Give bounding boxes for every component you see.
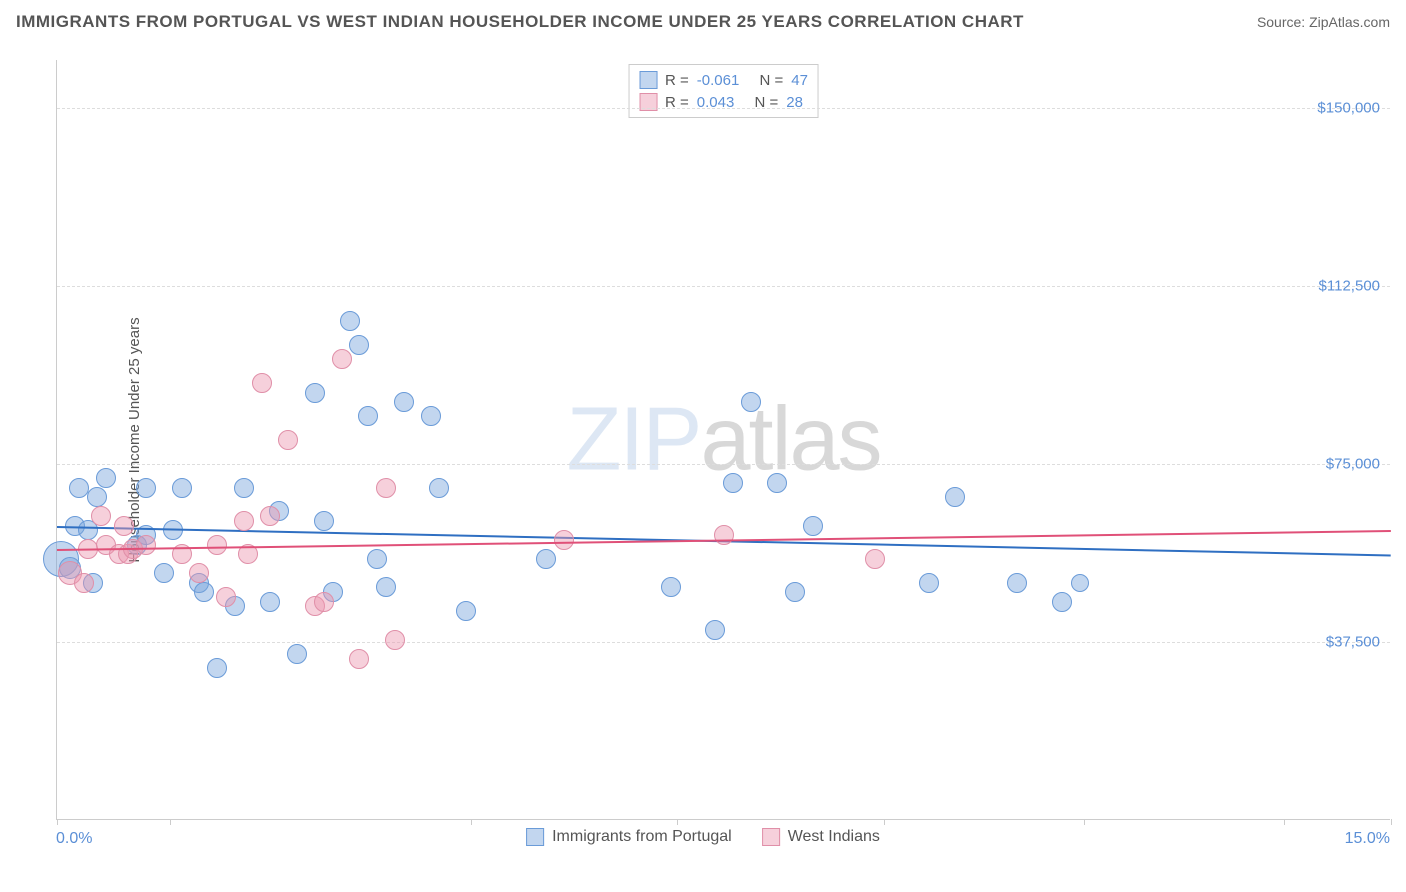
data-point — [349, 649, 369, 669]
data-point — [803, 516, 823, 536]
legend-stats-box: R = -0.061 N = 47 R = 0.043 N = 28 — [628, 64, 819, 118]
x-tick — [57, 819, 58, 825]
x-tick — [677, 819, 678, 825]
data-point — [919, 573, 939, 593]
x-tick — [471, 819, 472, 825]
y-tick-label: $112,500 — [1319, 277, 1380, 294]
x-tick — [1391, 819, 1392, 825]
data-point — [536, 549, 556, 569]
data-point — [207, 535, 227, 555]
data-point — [349, 335, 369, 355]
watermark: ZIPatlas — [566, 388, 880, 491]
data-point — [767, 473, 787, 493]
legend-item: West Indians — [762, 828, 880, 846]
x-tick — [884, 819, 885, 825]
data-point — [194, 582, 214, 602]
data-point — [367, 549, 387, 569]
data-point — [172, 478, 192, 498]
data-point — [1071, 574, 1089, 592]
data-point — [376, 577, 396, 597]
data-point — [394, 392, 414, 412]
legend-item: Immigrants from Portugal — [526, 828, 732, 846]
legend-stats-row: R = -0.061 N = 47 — [639, 69, 808, 91]
data-point — [305, 383, 325, 403]
data-point — [741, 392, 761, 412]
data-point — [234, 478, 254, 498]
data-point — [714, 525, 734, 545]
source-label: Source: ZipAtlas.com — [1257, 14, 1390, 30]
grid-line — [57, 108, 1390, 109]
data-point — [332, 349, 352, 369]
data-point — [554, 530, 574, 550]
data-point — [91, 506, 111, 526]
data-point — [189, 563, 209, 583]
x-max-label: 15.0% — [1345, 830, 1390, 848]
chart-title: IMMIGRANTS FROM PORTUGAL VS WEST INDIAN … — [16, 12, 1024, 32]
data-point — [234, 511, 254, 531]
x-tick — [1284, 819, 1285, 825]
data-point — [314, 511, 334, 531]
data-point — [1052, 592, 1072, 612]
r-value: -0.061 — [697, 72, 740, 89]
legend-swatch-icon — [639, 71, 657, 89]
data-point — [421, 406, 441, 426]
data-point — [216, 587, 236, 607]
y-tick-label: $75,000 — [1326, 455, 1380, 472]
data-point — [136, 535, 156, 555]
data-point — [945, 487, 965, 507]
grid-line — [57, 286, 1390, 287]
y-tick-label: $150,000 — [1317, 99, 1380, 116]
data-point — [429, 478, 449, 498]
n-value: 47 — [791, 72, 808, 89]
legend-swatch-icon — [526, 828, 544, 846]
x-tick — [170, 819, 171, 825]
header: IMMIGRANTS FROM PORTUGAL VS WEST INDIAN … — [0, 0, 1406, 40]
data-point — [385, 630, 405, 650]
data-point — [96, 468, 116, 488]
x-min-label: 0.0% — [56, 830, 92, 848]
data-point — [705, 620, 725, 640]
data-point — [87, 487, 107, 507]
grid-line — [57, 464, 1390, 465]
data-point — [1007, 573, 1027, 593]
legend-stats-row: R = 0.043 N = 28 — [639, 91, 808, 113]
data-point — [456, 601, 476, 621]
data-point — [252, 373, 272, 393]
data-point — [260, 592, 280, 612]
grid-line — [57, 642, 1390, 643]
legend-swatch-icon — [762, 828, 780, 846]
data-point — [723, 473, 743, 493]
data-point — [260, 506, 280, 526]
data-point — [74, 573, 94, 593]
data-point — [278, 430, 298, 450]
data-point — [114, 516, 134, 536]
data-point — [287, 644, 307, 664]
x-tick — [1084, 819, 1085, 825]
data-point — [661, 577, 681, 597]
legend-bottom: Immigrants from Portugal West Indians — [526, 828, 880, 846]
data-point — [340, 311, 360, 331]
y-tick-label: $37,500 — [1326, 633, 1380, 650]
chart-plot-area: ZIPatlas R = -0.061 N = 47 R = 0.043 N =… — [56, 60, 1390, 820]
data-point — [785, 582, 805, 602]
data-point — [154, 563, 174, 583]
data-point — [136, 478, 156, 498]
data-point — [376, 478, 396, 498]
data-point — [207, 658, 227, 678]
data-point — [314, 592, 334, 612]
data-point — [358, 406, 378, 426]
data-point — [865, 549, 885, 569]
